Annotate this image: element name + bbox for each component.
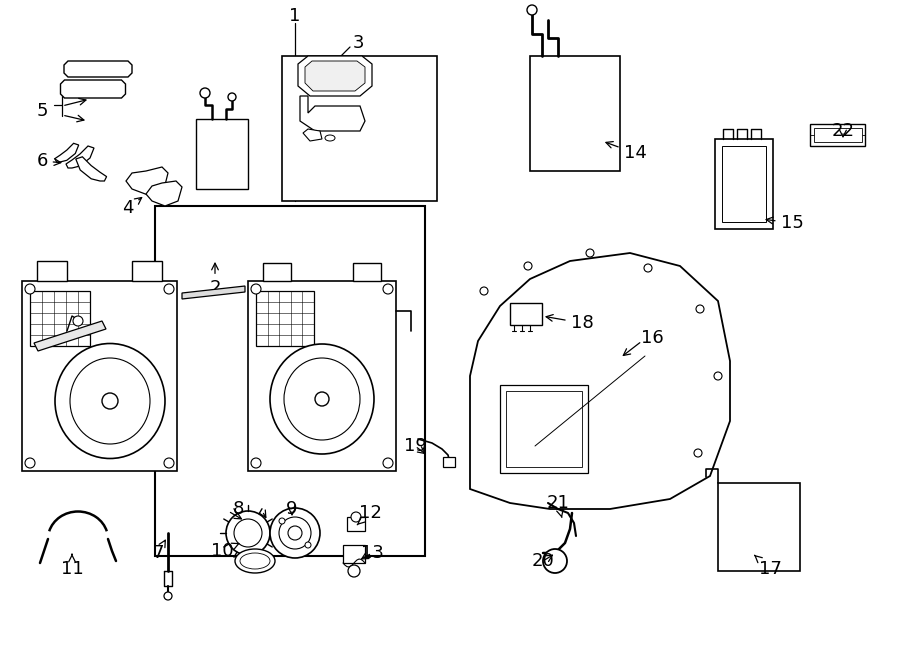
Circle shape	[383, 458, 393, 468]
Circle shape	[164, 458, 174, 468]
Circle shape	[228, 93, 236, 101]
Bar	[715, 139, 773, 229]
Circle shape	[696, 305, 704, 313]
Bar	[37, 261, 67, 281]
Bar	[814, 128, 862, 142]
Circle shape	[315, 392, 329, 406]
Bar	[132, 261, 162, 281]
Bar	[22, 281, 177, 471]
Circle shape	[25, 458, 35, 468]
Text: 10: 10	[211, 542, 239, 560]
Circle shape	[480, 287, 488, 295]
Text: 19: 19	[403, 437, 427, 455]
Circle shape	[270, 508, 320, 558]
Bar	[30, 291, 90, 346]
Circle shape	[714, 372, 722, 380]
Text: 4: 4	[122, 198, 141, 217]
Text: 12: 12	[357, 504, 382, 525]
Ellipse shape	[235, 549, 275, 573]
Bar	[248, 281, 396, 471]
Polygon shape	[298, 56, 372, 96]
Bar	[443, 457, 455, 467]
Circle shape	[305, 542, 311, 548]
Text: 1: 1	[289, 7, 301, 25]
Text: 21: 21	[546, 494, 570, 518]
Bar	[256, 291, 314, 346]
Polygon shape	[60, 80, 125, 98]
Bar	[196, 119, 248, 189]
Text: 17: 17	[754, 555, 781, 578]
Text: 15: 15	[766, 214, 804, 232]
Polygon shape	[64, 61, 132, 77]
Text: 9: 9	[286, 500, 298, 518]
Circle shape	[279, 518, 285, 524]
Bar	[282, 56, 437, 201]
Polygon shape	[182, 286, 245, 299]
Text: 3: 3	[352, 34, 364, 52]
Circle shape	[351, 512, 361, 522]
Circle shape	[383, 284, 393, 294]
Bar	[530, 56, 620, 171]
Circle shape	[164, 592, 172, 600]
Circle shape	[527, 5, 537, 15]
Text: 6: 6	[36, 152, 61, 170]
Polygon shape	[146, 181, 182, 206]
Text: 13: 13	[361, 544, 383, 562]
Circle shape	[348, 565, 360, 577]
Bar	[810, 124, 865, 146]
Polygon shape	[66, 146, 94, 168]
Ellipse shape	[70, 358, 150, 444]
Circle shape	[102, 393, 118, 409]
Bar	[722, 146, 766, 222]
Bar	[347, 517, 365, 531]
Circle shape	[251, 458, 261, 468]
Bar	[155, 206, 425, 556]
Polygon shape	[303, 129, 322, 141]
Circle shape	[164, 284, 174, 294]
Text: 11: 11	[60, 555, 84, 578]
Ellipse shape	[240, 553, 270, 569]
Text: 14: 14	[606, 141, 646, 162]
Circle shape	[226, 511, 270, 555]
Polygon shape	[76, 157, 106, 181]
Circle shape	[251, 284, 261, 294]
Circle shape	[234, 519, 262, 547]
Ellipse shape	[270, 344, 374, 454]
Text: 2: 2	[209, 263, 220, 297]
Circle shape	[644, 264, 652, 272]
Circle shape	[73, 316, 83, 326]
Ellipse shape	[284, 358, 360, 440]
Text: 20: 20	[532, 552, 554, 570]
Circle shape	[200, 88, 210, 98]
Circle shape	[586, 249, 594, 257]
Ellipse shape	[55, 344, 165, 459]
Bar	[263, 263, 291, 281]
Text: 5: 5	[36, 102, 48, 120]
Polygon shape	[305, 61, 365, 91]
Bar	[510, 303, 542, 325]
Polygon shape	[126, 167, 168, 195]
Ellipse shape	[325, 135, 335, 141]
Circle shape	[279, 517, 311, 549]
Text: 8: 8	[232, 500, 244, 518]
Bar	[343, 545, 365, 563]
Polygon shape	[34, 321, 106, 351]
Bar	[506, 391, 582, 467]
Circle shape	[25, 284, 35, 294]
Circle shape	[524, 262, 532, 270]
Circle shape	[288, 526, 302, 540]
Text: 18: 18	[546, 314, 593, 332]
Bar	[353, 263, 381, 281]
Polygon shape	[470, 253, 730, 509]
Polygon shape	[55, 143, 78, 162]
Circle shape	[543, 549, 567, 573]
Text: 22: 22	[832, 122, 854, 140]
Text: 16: 16	[641, 329, 663, 347]
Circle shape	[694, 449, 702, 457]
Bar	[718, 483, 800, 571]
Polygon shape	[300, 96, 365, 131]
Text: 7: 7	[152, 540, 166, 562]
Bar	[500, 385, 588, 473]
